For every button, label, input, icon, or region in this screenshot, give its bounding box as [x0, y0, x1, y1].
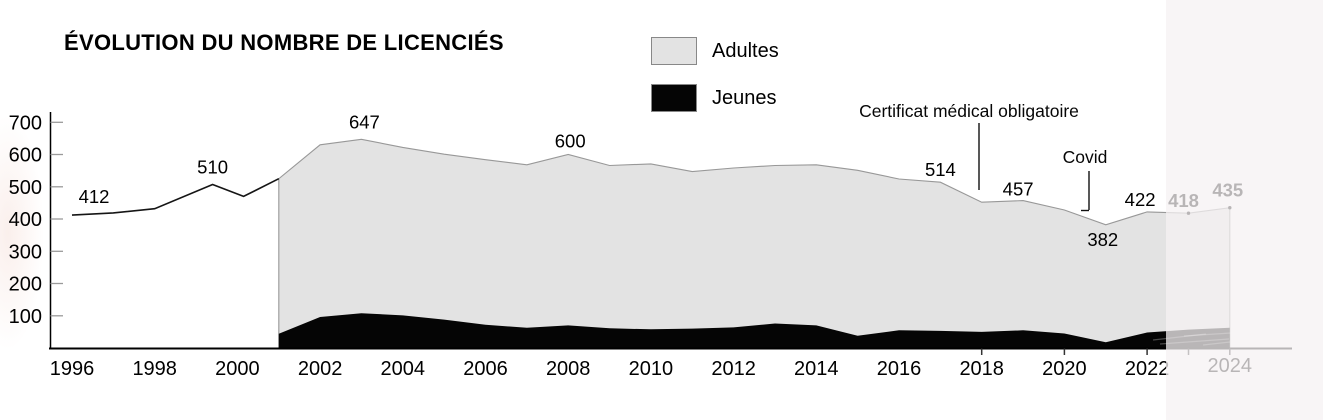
value-label: 422 — [1125, 189, 1156, 210]
legend-label-jeunes: Jeunes — [712, 86, 777, 109]
y-tick-label: 400 — [9, 209, 42, 231]
value-label: 412 — [79, 186, 110, 207]
value-label: 418 — [1168, 190, 1199, 211]
x-tick-label: 2014 — [794, 358, 839, 380]
annotations: Certificat médical obligatoire Covid — [859, 101, 1108, 212]
legend-item-adultes: Adultes — [651, 37, 779, 65]
adultes-swatch-icon — [651, 37, 697, 65]
x-tick-label: 1998 — [132, 358, 177, 380]
x-tick-label: 2000 — [215, 358, 260, 380]
jeunes-area — [278, 313, 1230, 348]
point-marker — [1228, 206, 1232, 210]
adultes-area — [278, 139, 1230, 348]
x-tick-label: 2012 — [711, 358, 756, 380]
x-axis-ticks: 1996 1998 2000 2002 2004 2006 2008 2010 2012 2014… — [50, 348, 1253, 380]
x-tick-label: 2024 — [1208, 355, 1253, 377]
adultes-area-series — [278, 138, 1231, 348]
y-tick-label: 700 — [9, 112, 42, 134]
adultes-area-outline — [278, 138, 1231, 348]
value-label: 510 — [197, 157, 228, 178]
value-label: 514 — [925, 159, 956, 180]
annotation-label: Certificat médical obligatoire — [859, 101, 1079, 121]
x-tick-label: 1996 — [50, 358, 95, 380]
y-tick-label: 300 — [9, 241, 42, 263]
axes — [49, 112, 1292, 350]
chart-legend: Adultes Jeunes — [651, 37, 779, 112]
value-label: 647 — [349, 111, 380, 132]
legend-item-jeunes: Jeunes — [651, 84, 779, 112]
x-tick-label: 2006 — [463, 358, 508, 380]
y-tick-label: 100 — [9, 306, 42, 328]
x-tick-label: 2008 — [546, 358, 591, 380]
value-label: 600 — [555, 131, 586, 152]
x-tick-label: 2004 — [381, 358, 426, 380]
pre-2001-total-line — [71, 177, 280, 216]
y-axis-ticks: 100 200 300 400 500 600 700 — [9, 112, 63, 328]
annotation-label: Covid — [1063, 147, 1108, 167]
jeunes-swatch-icon — [651, 84, 697, 112]
x-tick-label: 2016 — [877, 358, 922, 380]
y-tick-label: 200 — [9, 274, 42, 296]
value-label: 457 — [1003, 179, 1034, 200]
value-label: 435 — [1212, 180, 1243, 201]
chart-title: ÉVOLUTION DU NOMBRE DE LICENCIÉS — [64, 30, 504, 55]
x-tick-label: 2022 — [1125, 358, 1170, 380]
x-tick-label: 2020 — [1042, 358, 1087, 380]
x-tick-label: 2018 — [959, 358, 1004, 380]
value-label: 382 — [1087, 229, 1118, 250]
y-tick-label: 500 — [9, 177, 42, 199]
point-marker — [1186, 211, 1191, 215]
x-tick-label: 2010 — [629, 358, 674, 380]
x-tick-label: 2002 — [298, 358, 343, 380]
y-tick-label: 600 — [9, 145, 42, 167]
legend-label-adultes: Adultes — [712, 39, 779, 62]
